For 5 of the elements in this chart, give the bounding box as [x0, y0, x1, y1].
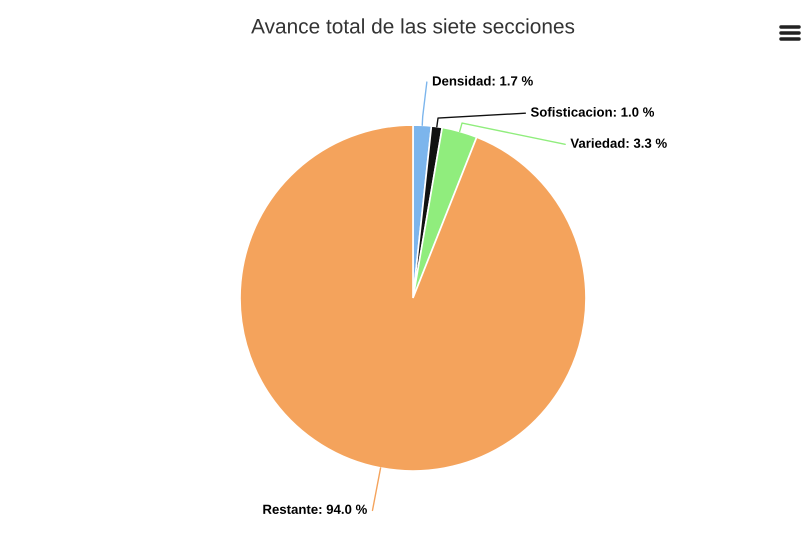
slice-label: Variedad: 3.3 %: [570, 138, 667, 148]
chart-title: Avance total de las siete secciones: [251, 18, 574, 34]
slice-label: Restante: 94.0 %: [263, 504, 367, 514]
slice-label: Densidad: 1.7 %: [432, 76, 533, 86]
slice-label: Sofisticacion: 1.0 %: [530, 107, 654, 117]
